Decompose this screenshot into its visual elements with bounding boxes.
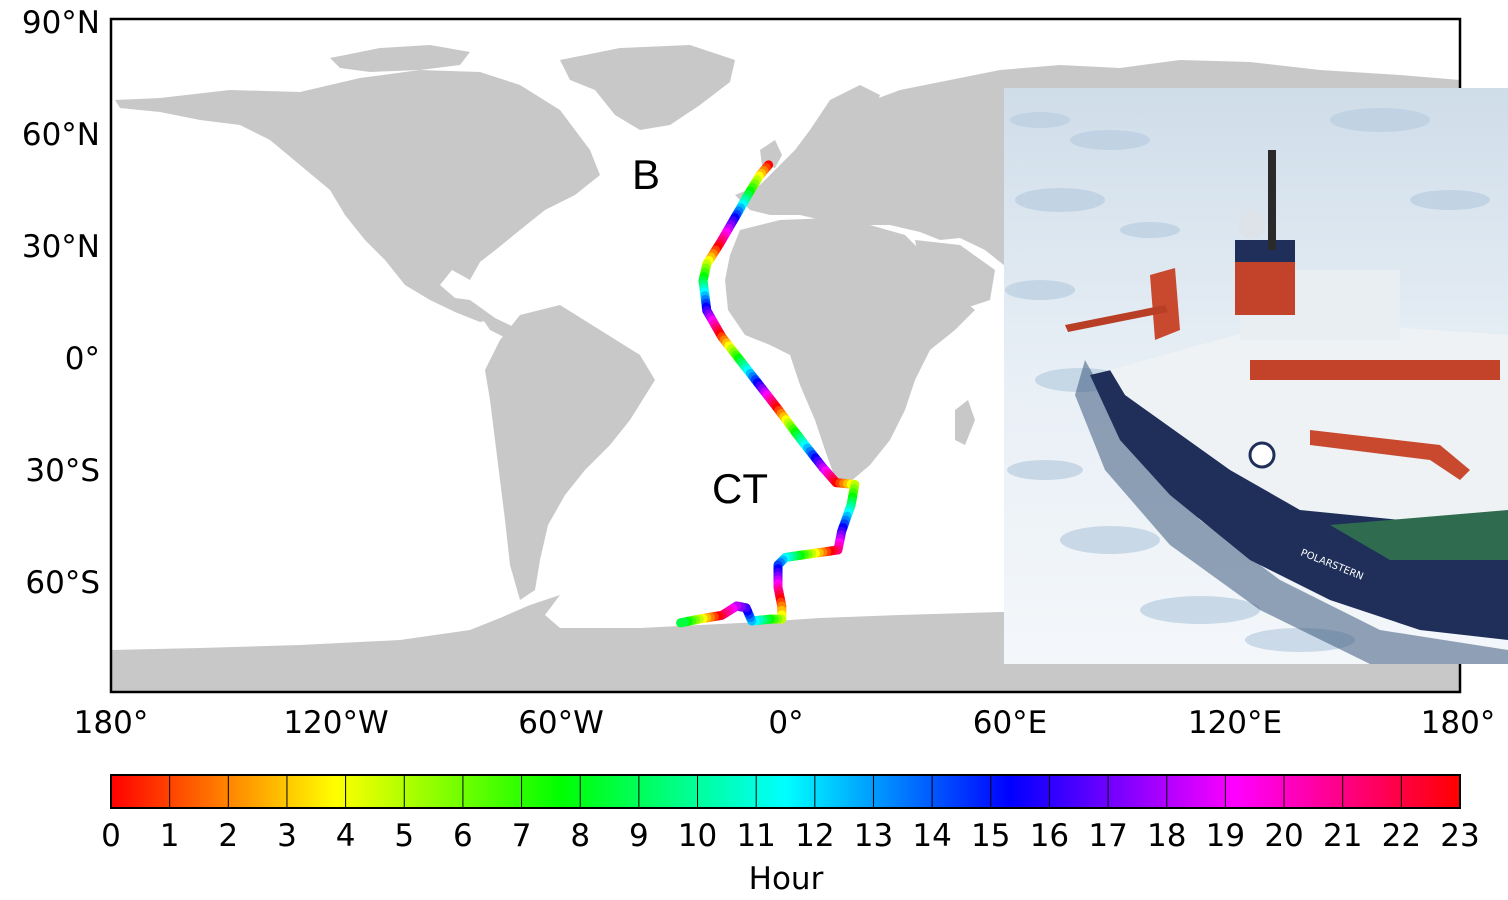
colorbar-tick-label: 14: [912, 818, 951, 854]
lon-tick-label: 180°: [1421, 705, 1496, 741]
north-america-landmass: [115, 70, 600, 322]
colorbar-tick-label: 4: [336, 818, 356, 854]
arctic-islands-landmass: [330, 45, 470, 72]
colorbar-tick-label: 17: [1088, 818, 1127, 854]
colorbar-gradient: [110, 774, 1461, 809]
lat-tick-label: 90°N: [22, 5, 100, 41]
ship-aft-crane: [1310, 430, 1470, 480]
lon-axis: 180° 120°W 60°W 0° 60°E 120°E 180°: [74, 705, 1496, 741]
colorbar-tick-label: 5: [394, 818, 414, 854]
water-lead: [1075, 360, 1508, 664]
ship-photo: POLARSTERN: [1004, 88, 1508, 664]
colorbar-tick-label: 2: [218, 818, 238, 854]
colorbar-tick-label: 15: [971, 818, 1010, 854]
colorbar-tick-label: 13: [854, 818, 893, 854]
british-isles-landmass: [760, 140, 782, 168]
arabia-landmass: [915, 240, 995, 310]
colorbar-tick-label: 23: [1440, 818, 1479, 854]
africa-landmass: [725, 218, 975, 482]
colorbar-tick-label: 11: [736, 818, 775, 854]
colorbar-tick-label: 6: [453, 818, 473, 854]
colorbar-tick-label: 16: [1030, 818, 1069, 854]
lon-tick-label: 60°E: [973, 705, 1048, 741]
colorbar-tick-label: 22: [1382, 818, 1421, 854]
lon-tick-label: 60°W: [518, 705, 604, 741]
lon-tick-label: 120°W: [283, 705, 388, 741]
madagascar-landmass: [955, 400, 975, 445]
colorbar-tick-label: 18: [1147, 818, 1186, 854]
colorbar-label: Hour: [749, 861, 824, 897]
label-cape-town: CT: [712, 465, 768, 512]
lon-tick-label: 120°E: [1188, 705, 1282, 741]
label-bremerhaven: B: [632, 151, 660, 198]
lat-tick-label: 30°S: [25, 453, 100, 489]
greenland-landmass: [560, 45, 735, 130]
ship-crane: [1150, 268, 1180, 340]
lon-tick-label: 180°: [74, 705, 149, 741]
south-america-landmass: [485, 305, 655, 600]
colorbar-tick-label: 1: [160, 818, 180, 854]
lon-tick-label: 0°: [768, 705, 803, 741]
scandinavia-landmass: [810, 85, 880, 150]
colorbar-tick-label: 21: [1323, 818, 1362, 854]
colorbar-tick-label: 10: [678, 818, 717, 854]
lat-axis: 90°N 60°N 30°N 0° 30°S 60°S: [22, 5, 100, 601]
colorbar-tick-label: 9: [629, 818, 649, 854]
colorbar-tick-label: 20: [1264, 818, 1303, 854]
colorbar-tick-label: 7: [512, 818, 532, 854]
colorbar-tick-label: 19: [1206, 818, 1245, 854]
lat-tick-label: 60°S: [25, 565, 100, 601]
ship-bridge-windows: [1250, 360, 1500, 380]
radar-dome: [1238, 211, 1266, 239]
colorbar-tick-label: 12: [795, 818, 834, 854]
lat-tick-label: 30°N: [22, 229, 100, 265]
ship-emblem: [1248, 441, 1276, 469]
lat-tick-label: 0°: [65, 341, 100, 377]
ship-green-deck: [1330, 510, 1508, 560]
ship-crane-arm: [1065, 305, 1168, 332]
colorbar: 0 1 2 3 4 5 6 7 8 9 10 11 12 13 14 15 16 17 18 19 20 21 22 23 H…: [101, 774, 1480, 897]
lat-tick-label: 60°N: [22, 117, 100, 153]
cruise-track: [676, 160, 860, 628]
colorbar-tick-label: 3: [277, 818, 297, 854]
track-segment: [676, 617, 689, 628]
ship-funnel-band: [1235, 240, 1295, 262]
ship-mast: [1268, 150, 1276, 250]
colorbar-tick-label: 8: [570, 818, 590, 854]
colorbar-ticks: 0 1 2 3 4 5 6 7 8 9 10 11 12 13 14 15 16 17 18 19 20 21 22 23: [101, 775, 1480, 854]
colorbar-tick-label: 0: [101, 818, 121, 854]
